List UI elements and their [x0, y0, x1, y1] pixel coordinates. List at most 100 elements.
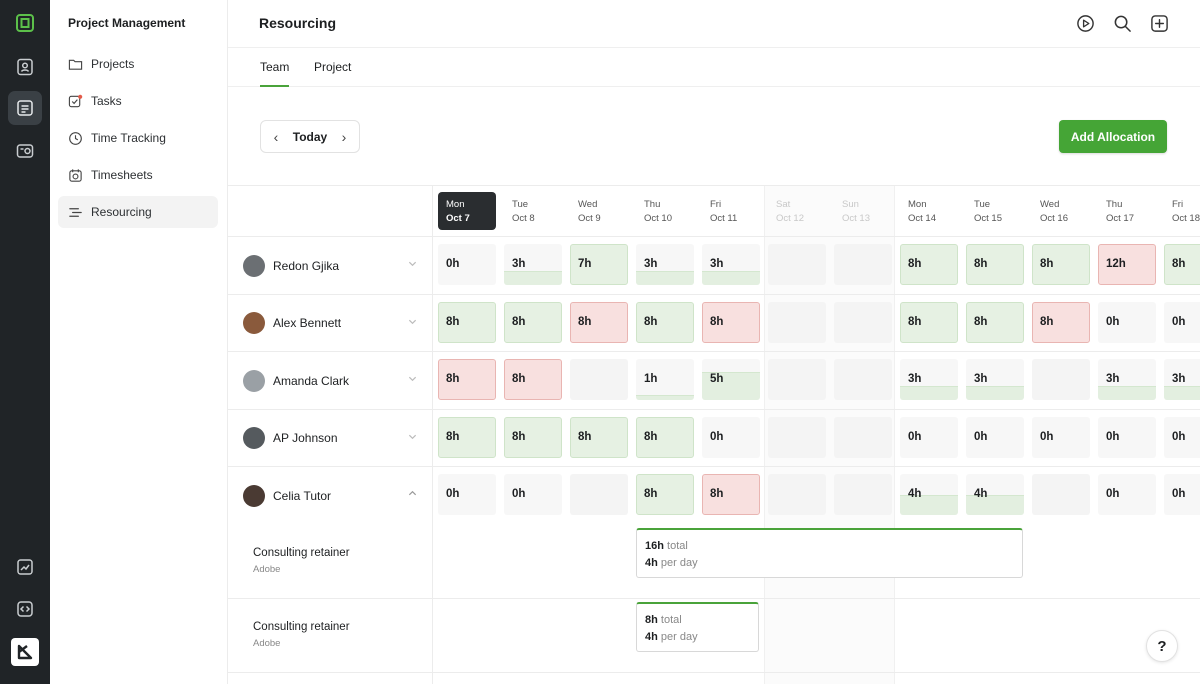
allocation-cell[interactable]: 0h — [1098, 301, 1156, 343]
allocation-cell[interactable]: 8h — [636, 416, 694, 458]
add-icon[interactable] — [1148, 12, 1170, 34]
allocation-cell[interactable]: 8h — [966, 244, 1024, 285]
allocation-cell[interactable]: 12h — [1098, 244, 1156, 285]
chevron-down-icon[interactable] — [408, 432, 417, 441]
sidebar-item-time-tracking[interactable]: Time Tracking — [58, 122, 218, 154]
capacity-fill — [966, 386, 1024, 400]
allocation-cell[interactable] — [570, 359, 628, 400]
code-icon[interactable] — [8, 592, 42, 626]
allocation-cell[interactable]: 8h — [702, 474, 760, 515]
allocation-cell[interactable] — [834, 416, 892, 458]
tab-project[interactable]: Project — [314, 60, 352, 74]
person-row[interactable]: Celia Tutor — [228, 467, 432, 524]
allocation-cell[interactable]: 4h — [966, 474, 1024, 515]
allocation-cell[interactable]: 0h — [1164, 301, 1200, 343]
allocation-cell[interactable]: 0h — [438, 244, 496, 285]
brand-logo-icon[interactable] — [11, 638, 39, 666]
sidebar-item-tasks[interactable]: Tasks — [58, 85, 218, 117]
allocation-cell[interactable]: 3h — [504, 244, 562, 285]
allocation-cell[interactable]: 4h — [900, 474, 958, 515]
person-row[interactable]: Amanda Clark — [228, 352, 432, 409]
allocation-cell[interactable]: 8h — [1032, 301, 1090, 343]
allocation-cell[interactable]: 0h — [1098, 474, 1156, 515]
chevron-down-icon[interactable] — [408, 317, 417, 326]
allocation-cell[interactable] — [768, 474, 826, 515]
allocation-cell[interactable]: 8h — [1164, 244, 1200, 285]
allocation-cell[interactable] — [834, 244, 892, 285]
day-date: Oct 11 — [710, 213, 738, 224]
chevron-right-icon[interactable]: › — [341, 128, 347, 145]
allocation-cell[interactable]: 8h — [900, 244, 958, 285]
analytics-icon[interactable] — [8, 550, 42, 584]
allocation-cell[interactable]: 8h — [636, 474, 694, 515]
contacts-icon[interactable] — [8, 50, 42, 84]
allocation-cell[interactable]: 8h — [570, 416, 628, 458]
app-logo-icon[interactable] — [8, 6, 42, 40]
allocation-cell[interactable]: 0h — [1098, 416, 1156, 458]
allocation-cell[interactable] — [768, 416, 826, 458]
allocation-project-row[interactable]: Consulting retainer Adobe — [228, 599, 432, 673]
tab-team[interactable]: Team — [260, 60, 290, 87]
allocation-cell[interactable]: 0h — [1164, 474, 1200, 515]
play-icon[interactable] — [1074, 12, 1096, 34]
finance-icon[interactable] — [8, 134, 42, 168]
allocation-cell[interactable]: 8h — [504, 301, 562, 343]
allocation-cell[interactable]: 0h — [504, 474, 562, 515]
allocation-project-row[interactable]: Consulting retainer Adobe — [228, 525, 432, 599]
sidebar-item-timesheets[interactable]: Timesheets — [58, 159, 218, 191]
sidebar-item-projects[interactable]: Projects — [58, 48, 218, 80]
allocation-cell[interactable]: 3h — [702, 244, 760, 285]
allocation-cell[interactable]: 0h — [702, 416, 760, 458]
allocation-cell[interactable]: 3h — [1164, 359, 1200, 400]
hours-label: 0h — [1172, 315, 1186, 328]
allocation-cell[interactable]: 8h — [504, 416, 562, 458]
allocation-cell[interactable] — [834, 359, 892, 400]
chevron-down-icon[interactable] — [408, 374, 417, 383]
allocation-cell[interactable] — [834, 474, 892, 515]
allocation-cell[interactable]: 3h — [966, 359, 1024, 400]
sidebar-item-resourcing[interactable]: Resourcing — [58, 196, 218, 228]
allocation-cell[interactable] — [1032, 359, 1090, 400]
allocation-cell[interactable]: 8h — [438, 359, 496, 400]
allocation-cell[interactable]: 3h — [900, 359, 958, 400]
allocation-cell[interactable] — [768, 301, 826, 343]
person-row[interactable]: Alex Bennett — [228, 295, 432, 352]
allocation-cell[interactable]: 0h — [966, 416, 1024, 458]
search-icon[interactable] — [1111, 12, 1133, 34]
chevron-up-icon[interactable] — [408, 489, 417, 498]
allocation-cell[interactable]: 5h — [702, 359, 760, 400]
today-button[interactable]: Today — [292, 129, 328, 144]
allocation-cell[interactable]: 8h — [966, 301, 1024, 343]
allocation-cell[interactable]: 0h — [900, 416, 958, 458]
allocation-cell[interactable] — [768, 359, 826, 400]
chevron-left-icon[interactable]: ‹ — [273, 128, 279, 145]
allocation-cell[interactable]: 8h — [504, 359, 562, 400]
allocation-cell[interactable]: 0h — [1032, 416, 1090, 458]
allocation-bar[interactable]: 8h total 4h per day — [636, 602, 759, 652]
allocation-cell[interactable]: 3h — [636, 244, 694, 285]
help-button[interactable]: ? — [1146, 630, 1178, 662]
allocation-cell[interactable]: 3h — [1098, 359, 1156, 400]
chevron-down-icon[interactable] — [408, 259, 417, 268]
add-allocation-button[interactable]: Add Allocation — [1059, 120, 1167, 153]
allocation-cell[interactable]: 8h — [702, 301, 760, 343]
allocation-cell[interactable]: 0h — [438, 474, 496, 515]
allocation-cell[interactable] — [768, 244, 826, 285]
allocation-bar[interactable]: 16h total 4h per day — [636, 528, 1023, 578]
allocation-cell[interactable]: 7h — [570, 244, 628, 285]
allocation-cell[interactable]: 8h — [636, 301, 694, 343]
hours-label: 0h — [512, 488, 526, 500]
person-row[interactable]: Redon Gjika — [228, 237, 432, 294]
person-row[interactable]: AP Johnson — [228, 410, 432, 467]
allocation-cell[interactable] — [834, 301, 892, 343]
allocation-cell[interactable] — [1032, 474, 1090, 515]
allocation-cell[interactable]: 8h — [1032, 244, 1090, 285]
allocation-cell[interactable]: 8h — [900, 301, 958, 343]
allocation-cell[interactable]: 0h — [1164, 416, 1200, 458]
allocation-cell[interactable]: 8h — [438, 301, 496, 343]
allocation-cell[interactable]: 8h — [438, 416, 496, 458]
allocation-cell[interactable]: 8h — [570, 301, 628, 343]
projects-module-icon[interactable] — [8, 91, 42, 125]
allocation-cell[interactable]: 1h — [636, 359, 694, 400]
allocation-cell[interactable] — [570, 474, 628, 515]
